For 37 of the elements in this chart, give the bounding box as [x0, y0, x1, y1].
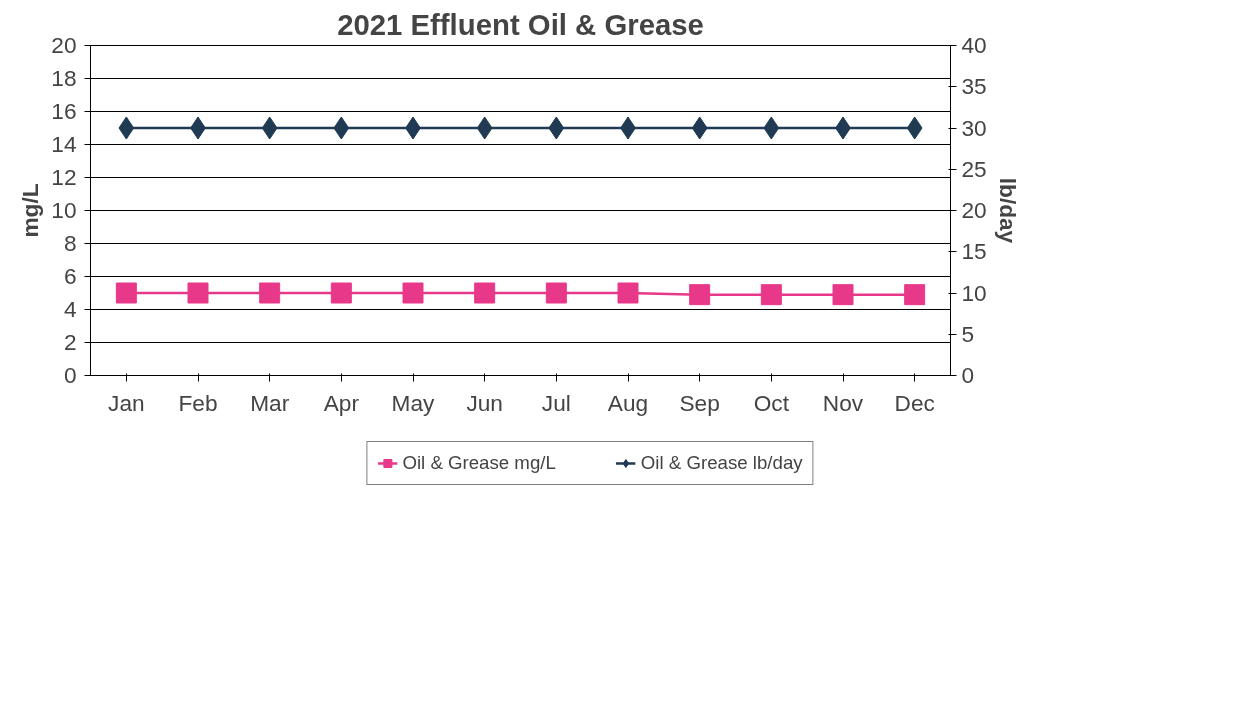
x-tick-label: Nov — [822, 389, 864, 416]
x-tick-label: May — [391, 389, 436, 416]
y-tick-label: 0 — [63, 362, 77, 388]
y2-tick-label: 40 — [961, 32, 987, 58]
y-axis-title: mg/L — [17, 183, 44, 238]
x-tick-label: Feb — [178, 389, 218, 416]
chart-title: 2021 Effluent Oil & Grease — [337, 7, 704, 41]
y-tick-label: 20 — [51, 32, 77, 58]
y2-tick-label: 5 — [961, 320, 975, 347]
y2-tick-label: 10 — [961, 279, 987, 306]
y2-tick-label: 15 — [961, 238, 987, 265]
x-tick-label: Jan — [108, 389, 145, 416]
y-tick-label: 6 — [63, 263, 77, 289]
x-tick-label: Apr — [323, 389, 360, 416]
y-tick-label: 10 — [51, 197, 77, 223]
y-tick-label: 8 — [63, 230, 77, 256]
y2-tick-label: 30 — [961, 114, 987, 141]
x-tick-label: Dec — [894, 389, 935, 416]
y-tick-label: 4 — [63, 296, 77, 322]
legend-label: Oil & Grease lb/day — [640, 452, 803, 474]
y-tick-label: 16 — [51, 98, 77, 124]
y2-tick-label: 35 — [961, 73, 987, 100]
x-tick-label: Oct — [753, 389, 790, 416]
y-tick-label: 12 — [51, 164, 77, 190]
y2-tick-label: 0 — [961, 362, 975, 388]
y-tick-label: 2 — [63, 329, 77, 355]
y2-tick-label: 25 — [961, 155, 987, 182]
x-tick-label: Jun — [466, 389, 503, 416]
legend-label: Oil & Grease mg/L — [402, 452, 556, 474]
x-tick-label: Aug — [607, 389, 649, 416]
y-tick-label: 18 — [51, 65, 77, 91]
y-tick-label: 14 — [51, 131, 77, 157]
y2-tick-label: 20 — [961, 197, 987, 223]
x-tick-label: Sep — [679, 389, 720, 416]
x-tick-label: Mar — [250, 389, 290, 416]
x-tick-label: Jul — [541, 389, 571, 416]
y2-axis-title: lb/day — [994, 177, 1021, 244]
